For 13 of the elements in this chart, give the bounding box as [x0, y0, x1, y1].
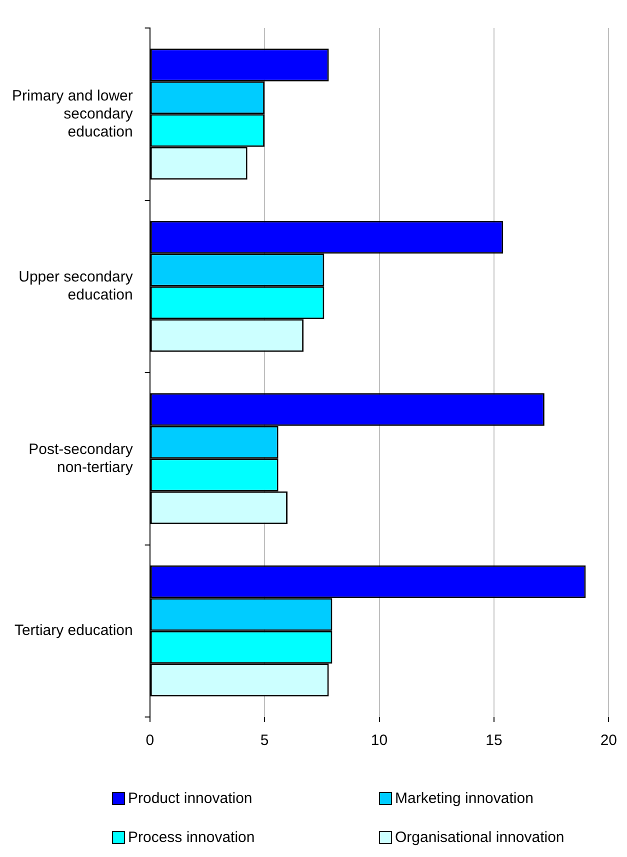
legend-label: Process innovation [128, 829, 255, 846]
legend-label: Marketing innovation [395, 790, 534, 807]
y-tick-label: Post-secondary non-tertiary [28, 440, 134, 476]
x-tick-label: 5 [260, 732, 269, 750]
y-tick-label: Upper secondary education [18, 268, 134, 304]
legend-label: Product innovation [128, 790, 252, 807]
x-tick-label: 0 [146, 732, 154, 750]
x-tick-label: 10 [370, 732, 388, 750]
y-tick-label: Primary and lower secondary education [12, 87, 134, 140]
y-tick-label: Tertiary education [14, 622, 133, 640]
x-tick-label: 15 [486, 732, 502, 750]
legend-label: Organisational innovation [395, 829, 564, 846]
x-tick-label: 20 [600, 732, 617, 750]
